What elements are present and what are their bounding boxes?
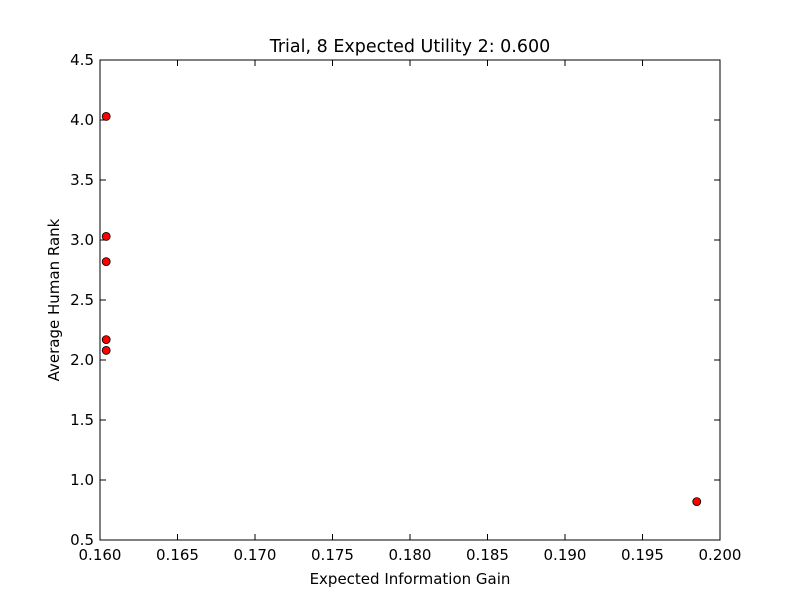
data-point [101, 231, 111, 241]
data-point [101, 257, 111, 267]
y-tick-label: 2.0 [70, 351, 94, 369]
x-tick-label: 0.185 [466, 546, 509, 564]
y-axis-label: Average Human Rank [45, 218, 63, 381]
data-point [692, 497, 702, 507]
data-point [101, 345, 111, 355]
x-axis-label: Expected Information Gain [310, 570, 511, 588]
x-tick-label: 0.200 [699, 546, 742, 564]
x-tick-label: 0.170 [234, 546, 277, 564]
chart-title: Trial, 8 Expected Utility 2: 0.600 [269, 37, 551, 57]
x-tick-label: 0.160 [79, 546, 122, 564]
x-tick-label: 0.190 [544, 546, 587, 564]
x-tick-label: 0.175 [311, 546, 354, 564]
x-tick-label: 0.165 [156, 546, 199, 564]
plot-frame [99, 59, 721, 541]
y-tick-label: 2.5 [70, 291, 94, 309]
y-tick-label: 4.5 [70, 51, 94, 69]
y-tick-label: 3.5 [70, 171, 94, 189]
y-tick-label: 0.5 [70, 531, 94, 549]
data-point [101, 335, 111, 345]
y-tick-label: 1.5 [70, 411, 94, 429]
y-tick-label: 3.0 [70, 231, 94, 249]
y-tick-label: 4.0 [70, 111, 94, 129]
y-tick-label: 1.0 [70, 471, 94, 489]
x-tick-label: 0.195 [621, 546, 664, 564]
x-tick-label: 0.180 [389, 546, 432, 564]
data-point [101, 112, 111, 121]
plot-background [100, 60, 720, 540]
plot-area: 0.160 0.165 0.170 0.175 0.180 0.185 0.190 0.195… [70, 51, 741, 564]
